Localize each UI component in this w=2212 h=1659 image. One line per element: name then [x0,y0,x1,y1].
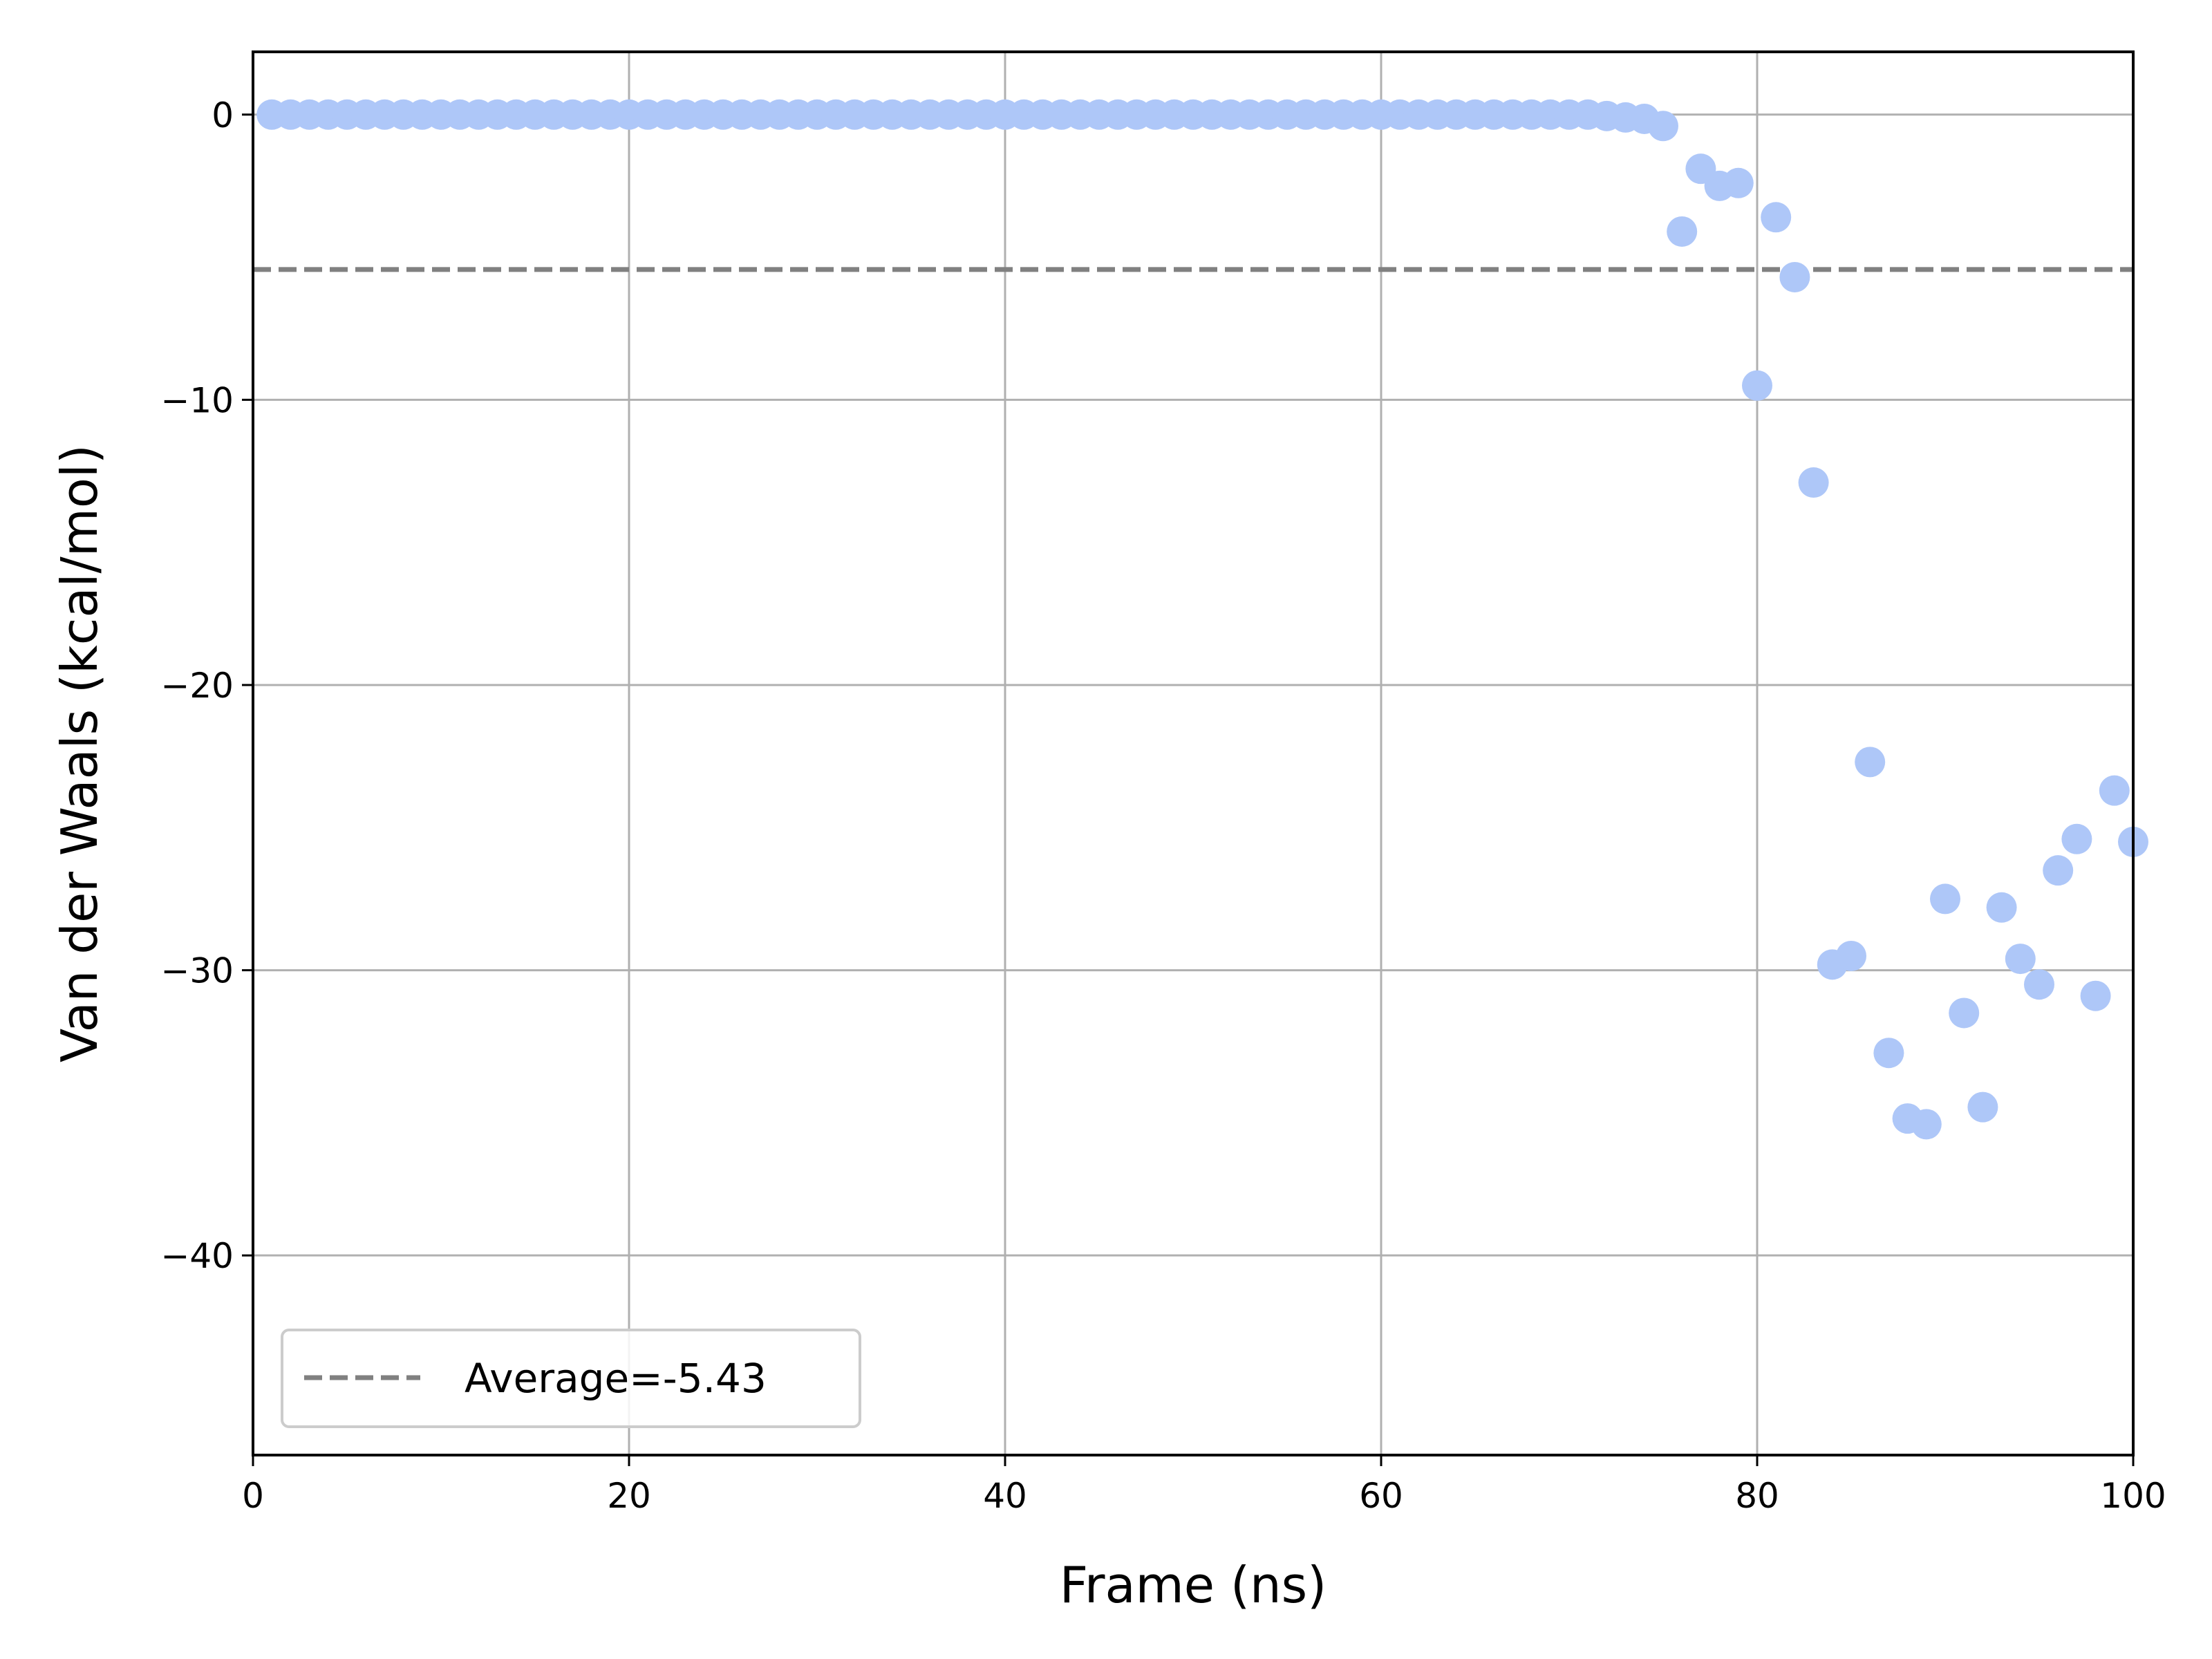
x-tick-label: 40 [983,1476,1027,1516]
y-tick-label: −20 [160,666,234,706]
data-point [1930,883,1960,915]
data-point [1967,1091,1998,1123]
data-point [2005,944,2036,975]
x-tick-label: 20 [607,1476,651,1516]
data-point [1836,940,1866,971]
x-tick-label: 100 [2100,1476,2166,1516]
data-point [2024,969,2054,1000]
data-point [1986,892,2017,923]
data-point [1873,1038,1904,1069]
y-axis: 0 −10 −20 −30 −40 [160,95,253,1276]
y-tick-label: −40 [160,1236,234,1276]
y-tick-label: −30 [160,951,234,991]
data-point [1798,467,1829,498]
data-point [1761,202,1792,233]
data-points [256,99,2148,1140]
x-axis: 0 20 40 60 80 100 [242,1455,2166,1516]
legend-label: Average=-5.43 [465,1355,767,1402]
data-point [1855,747,1886,778]
data-point [1667,216,1698,247]
data-point [1779,261,1810,292]
x-tick-label: 60 [1359,1476,1403,1516]
legend: Average=-5.43 [281,1329,861,1428]
data-point [1648,111,1678,142]
y-axis-label: Van der Waals (kcal/mol) [50,444,109,1062]
data-point [2061,823,2092,854]
legend-box [281,1329,861,1428]
y-tick-label: 0 [212,95,234,135]
data-point [2099,775,2130,806]
x-axis-label: Frame (ns) [1060,1556,1327,1614]
data-point [1949,997,1980,1029]
plot-frame [252,50,2135,1456]
data-point [2080,980,2111,1011]
x-tick-label: 0 [242,1476,264,1516]
y-tick-label: −10 [160,380,234,420]
data-point [1742,370,1772,401]
x-tick-label: 80 [1735,1476,1779,1516]
data-point [1723,167,1754,198]
data-point [2043,855,2074,886]
data-point [1911,1109,1942,1140]
